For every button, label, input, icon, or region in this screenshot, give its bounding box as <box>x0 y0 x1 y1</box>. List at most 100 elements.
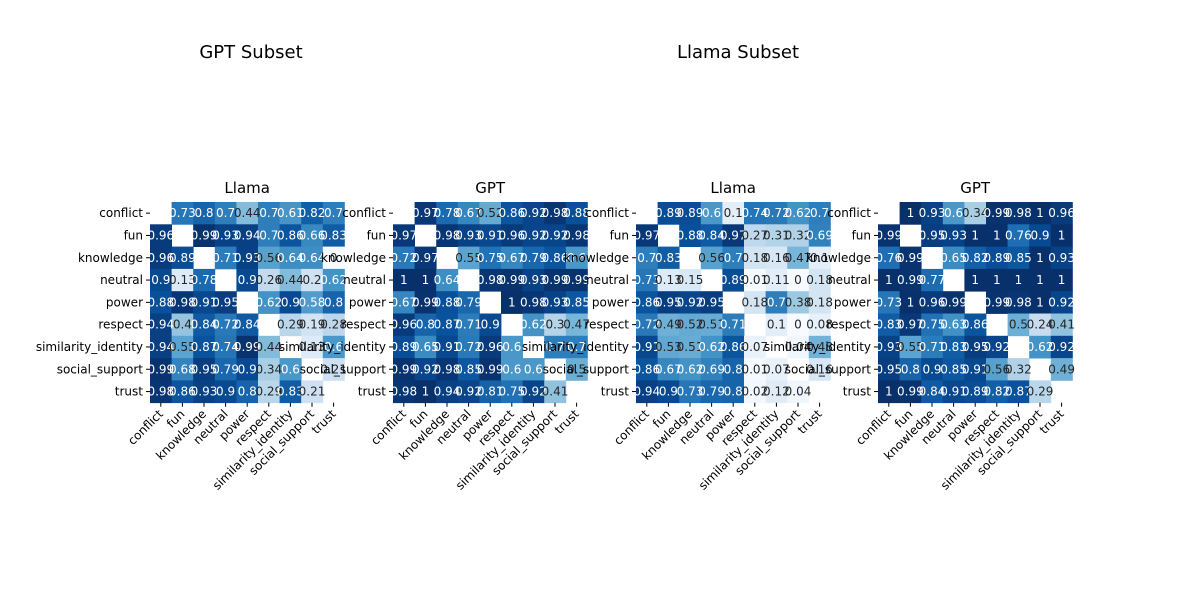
cell-value-label: 0.96 <box>919 295 946 309</box>
cell-value-label: 0.1 <box>724 206 743 220</box>
heatmap-cell <box>942 380 965 404</box>
cell-value-label: 0.7 <box>567 340 586 354</box>
heatmap-cell <box>878 291 900 314</box>
cell-value-label: 0.29 <box>1027 385 1054 399</box>
heatmap-cell <box>193 380 216 404</box>
y-tick-label: conflict <box>99 206 143 220</box>
heatmap-cell <box>501 291 523 314</box>
cell-value-label: 0.62 <box>320 273 347 287</box>
heatmap-cell <box>1029 335 1052 359</box>
heatmap-cell <box>657 380 680 404</box>
cell-value-label: 0.8 <box>901 362 920 376</box>
cell-value-label: 0.64 <box>434 273 461 287</box>
heatmap-cell <box>765 380 788 404</box>
heatmap-cell <box>964 335 987 359</box>
heatmap-cell <box>964 358 987 381</box>
cell-value-label: 0.69 <box>806 228 833 242</box>
cell-value-label: 0.93 <box>212 228 239 242</box>
heatmap-cell <box>700 224 723 247</box>
cell-value-label: 0.7 <box>216 206 235 220</box>
heatmap-cell <box>171 291 194 314</box>
cell-value-label: 0.62 <box>255 295 282 309</box>
heatmap-cell <box>1029 202 1052 225</box>
heatmap-cell <box>657 291 680 314</box>
heatmap-cell <box>964 268 987 292</box>
cell-value-label: 0.7 <box>810 206 829 220</box>
heatmap-cell <box>1007 246 1030 270</box>
heatmap-cell <box>322 358 345 381</box>
cell-value-label: 0.2 <box>302 273 321 287</box>
heatmap-cell <box>544 335 567 359</box>
cell-value-label: 0.89 <box>390 340 417 354</box>
heatmap-cell <box>479 224 502 247</box>
cell-value-label: 0.65 <box>940 251 967 265</box>
cell-value-label: 0.56 <box>255 251 282 265</box>
cell-value-label: 0.71 <box>455 318 482 332</box>
heatmap-cell <box>301 202 324 225</box>
heatmap-cell <box>501 358 523 381</box>
cell-value-label: 0.6 <box>702 206 721 220</box>
cell-value-label: 0.1 <box>810 251 829 265</box>
cell-value-label: 0.5 <box>567 362 586 376</box>
heatmap-cell <box>522 291 545 314</box>
cell-value-label: 0.98 <box>477 273 504 287</box>
cell-value-label: 0.52 <box>477 206 504 220</box>
heatmap-cell <box>921 358 944 381</box>
cell-value-label: 0.88 <box>147 295 174 309</box>
cell-value-label: 0.99 <box>897 385 924 399</box>
heatmap-cell <box>700 291 723 314</box>
cell-value-label: 0.93 <box>1048 251 1075 265</box>
heatmap-cell <box>457 380 480 404</box>
cell-value-label: 0.97 <box>390 228 417 242</box>
y-tick-label: conflict <box>827 206 871 220</box>
heatmap-cell <box>436 313 459 337</box>
cell-value-label: 0.01 <box>741 362 768 376</box>
heatmap-cell <box>942 291 965 314</box>
heatmap-cell <box>522 202 545 225</box>
y-tick-label: power <box>106 295 143 309</box>
cell-value-label: 0.98 <box>434 228 461 242</box>
heatmap-cell <box>150 246 172 270</box>
cell-value-label: 0.92 <box>983 340 1010 354</box>
y-tick-label: respect <box>341 318 386 332</box>
heatmap-cell <box>878 268 900 292</box>
cell-value-label: 0.9 <box>922 362 941 376</box>
cell-value-label: 0.72 <box>763 206 790 220</box>
heatmap-cell <box>1029 246 1052 270</box>
cell-value-label: 0.9 <box>659 385 678 399</box>
heatmap-cell <box>679 380 702 404</box>
heatmap-cell <box>214 202 237 225</box>
cell-value-label: 0.99 <box>234 340 261 354</box>
heatmap-cell <box>722 246 745 270</box>
cell-value-label: 0.73 <box>677 385 704 399</box>
cell-value-label: 0.56 <box>983 362 1010 376</box>
heatmap-cell <box>921 291 944 314</box>
cell-value-label: 0.7 <box>259 206 278 220</box>
heatmap-cell <box>722 380 745 404</box>
y-tick-label: respect <box>584 318 629 332</box>
cell-value-label: 0.75 <box>477 251 504 265</box>
cell-value-label: 0.89 <box>962 385 989 399</box>
heatmap-cell <box>457 246 480 270</box>
y-tick-label: respect <box>98 318 143 332</box>
heatmap-cell <box>322 335 345 359</box>
cell-value-label: 0.91 <box>940 385 967 399</box>
cell-value-label: 0.64 <box>277 251 304 265</box>
cell-value-label: 0.9 <box>238 273 257 287</box>
cell-value-label: 0.67 <box>390 295 417 309</box>
y-tick-label: knowledge <box>78 251 143 265</box>
heatmap-cell <box>171 358 194 381</box>
cell-value-label: 0.73 <box>633 273 660 287</box>
heatmap-cell <box>322 291 345 314</box>
cell-value-label: 0.71 <box>919 340 946 354</box>
cell-value-label: 0.31 <box>763 228 790 242</box>
cell-value-label: 0.95 <box>698 295 725 309</box>
heatmap-cell <box>171 268 194 292</box>
cell-value-label: 0.48 <box>806 340 833 354</box>
cell-value-label: 0.87 <box>1005 385 1032 399</box>
cell-value-label: 0.27 <box>741 228 768 242</box>
cell-value-label: 0.71 <box>720 318 747 332</box>
cell-value-label: 0.19 <box>299 318 326 332</box>
y-tick-label: trust <box>358 385 386 399</box>
heatmap-cell <box>301 313 324 337</box>
